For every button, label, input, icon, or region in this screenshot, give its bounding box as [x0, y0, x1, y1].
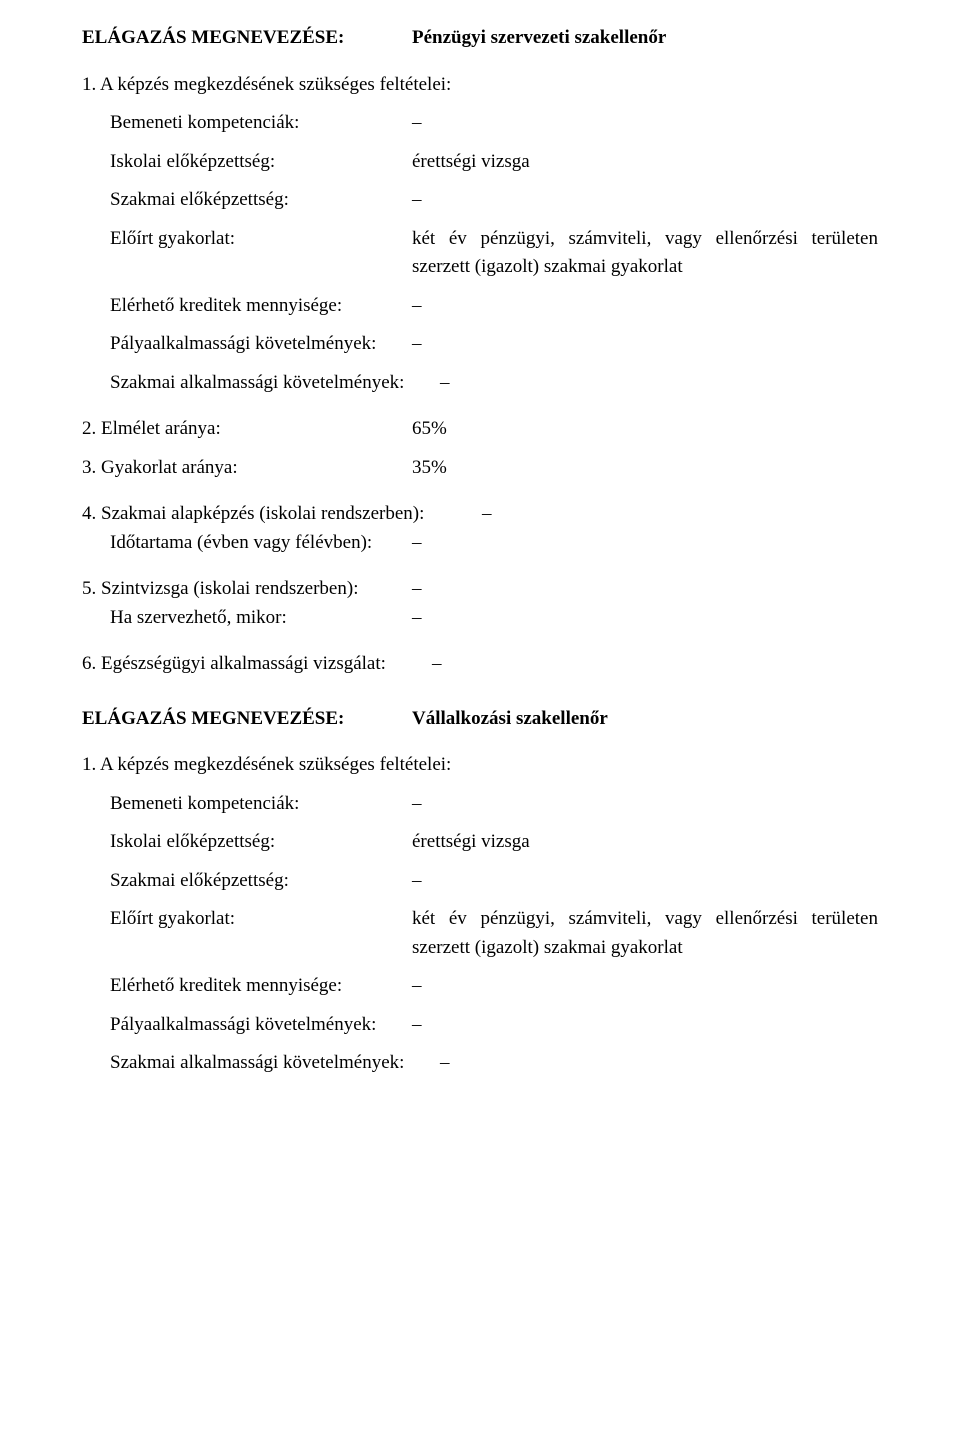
- bemeneti-value: –: [412, 109, 878, 138]
- szakmai-elo-row: Szakmai előképzettség: –: [110, 186, 878, 215]
- p4-line2-label: Időtartama (évben vagy félévben):: [110, 529, 412, 558]
- p5-line1-label: 5. Szintvizsga (iskolai rendszerben):: [82, 575, 412, 604]
- b2-iskolai-row: Iskolai előképzettség: érettségi vizsga: [110, 828, 878, 857]
- b2-szak-alk-label: Szakmai alkalmassági követelmények:: [110, 1049, 440, 1078]
- iskolai-label: Iskolai előképzettség:: [110, 148, 412, 177]
- eloirt-row: Előírt gyakorlat: két év pénzügyi, számv…: [110, 225, 878, 282]
- b2-eloirt-label: Előírt gyakorlat:: [110, 905, 412, 962]
- document-page: ELÁGAZÁS MEGNEVEZÉSE: Pénzügyi szervezet…: [0, 0, 960, 1432]
- branch2-section-1-title: 1. A képzés megkezdésének szükséges felt…: [82, 751, 878, 780]
- palya-row: Pályaalkalmassági követelmények: –: [110, 330, 878, 359]
- b2-kredit-row: Elérhető kreditek mennyisége: –: [110, 972, 878, 1001]
- b2-szakmai-elo-row: Szakmai előképzettség: –: [110, 867, 878, 896]
- elmelet-label: 2. Elmélet aránya:: [82, 415, 412, 444]
- branch2-heading-row: ELÁGAZÁS MEGNEVEZÉSE: Vállalkozási szake…: [82, 705, 878, 734]
- b2-szak-alk-value: –: [440, 1049, 878, 1078]
- szakmai-elo-label: Szakmai előképzettség:: [110, 186, 412, 215]
- gyakorlat-row: 3. Gyakorlat aránya: 35%: [82, 454, 878, 483]
- gyakorlat-label: 3. Gyakorlat aránya:: [82, 454, 412, 483]
- p6-label: 6. Egészségügyi alkalmassági vizsgálat:: [82, 650, 432, 679]
- p5-line2-label: Ha szervezhető, mikor:: [110, 604, 412, 633]
- section-1-title: 1. A képzés megkezdésének szükséges felt…: [82, 71, 878, 100]
- szak-alk-row: Szakmai alkalmassági követelmények: –: [110, 369, 878, 398]
- palya-label: Pályaalkalmassági követelmények:: [110, 330, 412, 359]
- iskolai-row: Iskolai előképzettség: érettségi vizsga: [110, 148, 878, 177]
- b2-kredit-value: –: [412, 972, 878, 1001]
- kredit-row: Elérhető kreditek mennyisége: –: [110, 292, 878, 321]
- b2-iskolai-value: érettségi vizsga: [412, 828, 878, 857]
- b2-kredit-label: Elérhető kreditek mennyisége:: [110, 972, 412, 1001]
- section-1-items: Bemeneti kompetenciák: – Iskolai előképz…: [82, 109, 878, 397]
- p4-line1-value: –: [482, 500, 492, 529]
- branch-heading-label: ELÁGAZÁS MEGNEVEZÉSE:: [82, 24, 412, 53]
- b2-palya-row: Pályaalkalmassági követelmények: –: [110, 1011, 878, 1040]
- gyakorlat-value: 35%: [412, 454, 492, 483]
- p5-line1-value: –: [412, 575, 422, 604]
- elmelet-value: 65%: [412, 415, 492, 444]
- elmelet-row: 2. Elmélet aránya: 65%: [82, 415, 878, 444]
- palya-value: –: [412, 330, 878, 359]
- szakmai-elo-value: –: [412, 186, 878, 215]
- szak-alk-value: –: [440, 369, 878, 398]
- branch-heading-value: Pénzügyi szervezeti szakellenőr: [412, 24, 878, 53]
- branch2-heading-value: Vállalkozási szakellenőr: [412, 705, 878, 734]
- b2-szakmai-elo-value: –: [412, 867, 878, 896]
- b2-palya-value: –: [412, 1011, 878, 1040]
- branch-heading-row: ELÁGAZÁS MEGNEVEZÉSE: Pénzügyi szervezet…: [82, 24, 878, 53]
- b2-palya-label: Pályaalkalmassági követelmények:: [110, 1011, 412, 1040]
- section-4: 4. Szakmai alapképzés (iskolai rendszerb…: [82, 500, 878, 557]
- b2-eloirt-value: két év pénzügyi, számviteli, vagy ellenő…: [412, 905, 878, 962]
- p4-line1-label: 4. Szakmai alapképzés (iskolai rendszerb…: [82, 500, 482, 529]
- bemeneti-label: Bemeneti kompetenciák:: [110, 109, 412, 138]
- szak-alk-label: Szakmai alkalmassági követelmények:: [110, 369, 440, 398]
- b2-eloirt-row: Előírt gyakorlat: két év pénzügyi, számv…: [110, 905, 878, 962]
- eloirt-label: Előírt gyakorlat:: [110, 225, 412, 282]
- b2-bemeneti-row: Bemeneti kompetenciák: –: [110, 790, 878, 819]
- b2-iskolai-label: Iskolai előképzettség:: [110, 828, 412, 857]
- branch2-section-1-items: Bemeneti kompetenciák: – Iskolai előképz…: [82, 790, 878, 1078]
- p6-value: –: [432, 650, 442, 679]
- b2-szakmai-elo-label: Szakmai előképzettség:: [110, 867, 412, 896]
- section-6: 6. Egészségügyi alkalmassági vizsgálat: …: [82, 650, 878, 679]
- eloirt-value: két év pénzügyi, számviteli, vagy ellenő…: [412, 225, 878, 282]
- bemeneti-row: Bemeneti kompetenciák: –: [110, 109, 878, 138]
- p5-line2-value: –: [412, 604, 878, 633]
- section-5: 5. Szintvizsga (iskolai rendszerben): – …: [82, 575, 878, 632]
- kredit-value: –: [412, 292, 878, 321]
- b2-bemeneti-value: –: [412, 790, 878, 819]
- b2-szak-alk-row: Szakmai alkalmassági követelmények: –: [110, 1049, 878, 1078]
- b2-bemeneti-label: Bemeneti kompetenciák:: [110, 790, 412, 819]
- iskolai-value: érettségi vizsga: [412, 148, 878, 177]
- branch2-heading-label: ELÁGAZÁS MEGNEVEZÉSE:: [82, 705, 412, 734]
- p4-line2-value: –: [412, 529, 878, 558]
- kredit-label: Elérhető kreditek mennyisége:: [110, 292, 412, 321]
